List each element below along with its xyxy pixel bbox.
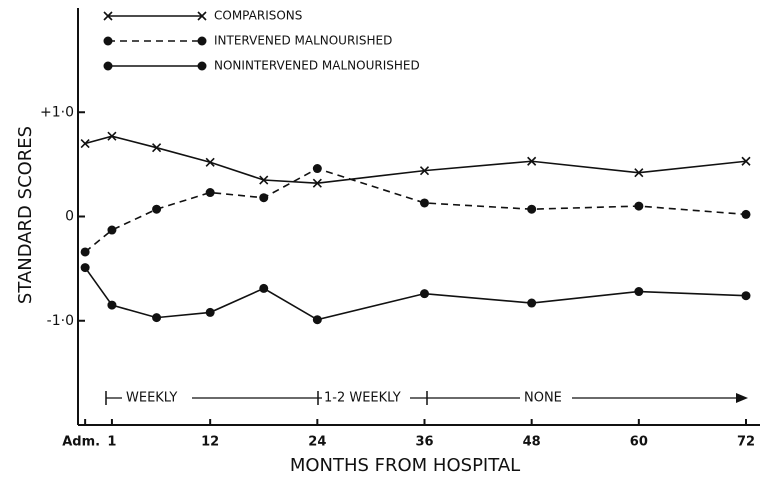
- x-tick-label: 36: [415, 435, 433, 450]
- label-bg: [322, 390, 410, 406]
- data-point: [107, 225, 117, 235]
- data-point: [634, 287, 644, 297]
- x-tick-label: 12: [201, 435, 219, 450]
- marker-x: [741, 156, 751, 166]
- data-point: [527, 156, 537, 166]
- data-point: [152, 143, 162, 153]
- y-tick-label: +1·0: [40, 104, 74, 120]
- annotation: 1-2 WEEKLY: [324, 391, 401, 406]
- schedule: WEEKLY 1-2 WEEKLY NONE: [105, 390, 748, 406]
- marker-x: [419, 166, 430, 176]
- data-point: [80, 138, 90, 149]
- data-point: [741, 209, 751, 219]
- legend-marker: [197, 11, 207, 21]
- data-point: [420, 198, 429, 208]
- x-tick-label: 48: [523, 435, 541, 450]
- data-point: [205, 188, 215, 198]
- marker-x: [527, 156, 537, 166]
- marker-x: [80, 138, 90, 149]
- annotation: NONE: [524, 391, 562, 406]
- y-tick-label: 0: [65, 209, 74, 225]
- data-point: [312, 315, 322, 325]
- data-point: [420, 289, 429, 299]
- y-axis-label: STANDARD SCORES: [15, 126, 36, 304]
- data-point: [205, 307, 215, 317]
- annotation: WEEKLY: [126, 391, 177, 406]
- marker-x: [197, 11, 207, 21]
- legend-marker: [197, 36, 207, 46]
- x-tick-label: 60: [630, 435, 648, 450]
- marker-x: [152, 143, 162, 153]
- legend-marker: [103, 36, 113, 46]
- data-point: [634, 168, 644, 178]
- series-line: [84, 167, 747, 253]
- x-axis-label: MONTHS FROM HOSPITAL: [290, 455, 520, 476]
- legend-label: NONINTERVENED MALNOURISHED: [214, 59, 420, 73]
- data-point: [152, 204, 162, 214]
- y-tick-label: -1·0: [47, 313, 74, 329]
- label-bg: [520, 390, 572, 406]
- legend-marker: [103, 11, 113, 21]
- legend-marker: [103, 61, 113, 71]
- data-point: [152, 313, 162, 323]
- data-point: [259, 193, 269, 203]
- x-tick-label: Adm.: [62, 435, 100, 450]
- x-tick-label: 1: [107, 435, 116, 450]
- data-point: [527, 204, 537, 214]
- data-point: [107, 300, 117, 310]
- data-point: [205, 157, 215, 167]
- data-point: [80, 263, 90, 273]
- marker-x: [107, 131, 117, 141]
- data-point: [312, 164, 322, 174]
- data-point: [634, 201, 644, 211]
- data-point: [419, 166, 430, 176]
- data-point: [527, 298, 537, 308]
- series-line: [84, 135, 747, 184]
- legend-marker: [197, 61, 207, 71]
- data-point: [741, 156, 751, 166]
- x-tick-label: 72: [737, 435, 755, 450]
- data-point: [259, 283, 269, 293]
- data-point: [259, 175, 269, 185]
- data-point: [107, 131, 117, 141]
- data-point: [312, 178, 322, 188]
- x-tick-label: 24: [308, 435, 326, 450]
- series-line: [84, 267, 747, 321]
- label-bg: [122, 390, 192, 406]
- marker-x: [634, 168, 644, 178]
- arrow-head: [736, 393, 748, 403]
- marker-x: [259, 175, 269, 185]
- marker-x: [103, 11, 113, 21]
- legend-label: INTERVENED MALNOURISHED: [214, 34, 392, 48]
- legend-label: COMPARISONS: [214, 9, 302, 23]
- marker-x: [205, 157, 215, 167]
- marker-x: [312, 178, 322, 188]
- data-point: [80, 247, 90, 257]
- data-point: [741, 291, 751, 301]
